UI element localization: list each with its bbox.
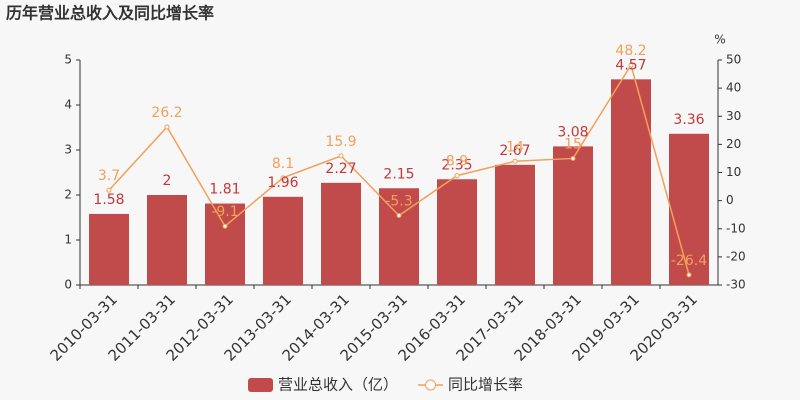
- data-label: 2.35: [441, 157, 472, 173]
- point: [512, 158, 518, 164]
- data-label: 14: [506, 139, 524, 155]
- bar: [147, 195, 187, 285]
- y2-tick-label: 30: [726, 109, 741, 123]
- bar: [611, 79, 651, 285]
- chart-title: 历年营业总收入及同比增长率: [6, 4, 214, 23]
- y2-tick-label: 20: [726, 137, 741, 151]
- y-tick-label: 4: [64, 98, 72, 112]
- data-label: 2.15: [383, 166, 414, 182]
- y2-tick-label: -20: [726, 249, 746, 263]
- legend-label: 营业总收入（亿）: [278, 376, 398, 394]
- data-label: 3.7: [98, 168, 120, 184]
- point: [280, 175, 286, 181]
- bar: [205, 203, 245, 285]
- y2-tick-label: 10: [726, 165, 741, 179]
- bar: [495, 164, 535, 285]
- data-label: 1.81: [209, 182, 240, 198]
- point: [454, 173, 460, 179]
- y-tick-label: 2: [64, 188, 72, 202]
- data-label: 8.1: [272, 156, 294, 172]
- data-label: 3.08: [557, 124, 588, 140]
- legend-swatch: [425, 379, 437, 391]
- y2-axis-label: %: [714, 33, 725, 47]
- y-tick-label: 5: [64, 53, 72, 67]
- data-label: 4.57: [615, 57, 646, 73]
- data-label: 2.27: [325, 161, 356, 177]
- point: [106, 187, 112, 193]
- data-label: 8.9: [446, 154, 468, 170]
- point: [222, 223, 228, 229]
- point: [570, 155, 576, 161]
- data-label: 48.2: [615, 43, 646, 59]
- data-label: -26.4: [671, 253, 707, 269]
- y2-tick-label: 0: [726, 193, 734, 207]
- data-label: -5.3: [385, 194, 412, 210]
- y-tick-label: 1: [64, 233, 72, 247]
- bar: [89, 213, 129, 285]
- y-tick-label: 3: [64, 143, 72, 157]
- bar: [379, 188, 419, 285]
- bar: [553, 146, 593, 285]
- point: [338, 153, 344, 159]
- bar: [437, 179, 477, 285]
- y2-tick-label: 40: [726, 81, 741, 95]
- data-label: 15: [564, 136, 582, 152]
- point: [396, 213, 402, 219]
- data-label: 1.58: [93, 192, 124, 208]
- data-label: 2: [163, 173, 172, 189]
- y2-tick-label: -30: [726, 278, 746, 292]
- data-label: 2.67: [499, 143, 530, 159]
- point: [628, 62, 634, 68]
- y2-tick-label: 50: [726, 53, 741, 67]
- point: [164, 124, 170, 130]
- data-label: 15.9: [325, 134, 356, 150]
- data-label: 3.36: [673, 112, 704, 128]
- bar: [321, 182, 361, 285]
- data-label: 26.2: [151, 105, 182, 121]
- bar: [263, 196, 303, 285]
- bar: [669, 133, 709, 285]
- data-label: 1.96: [267, 175, 298, 191]
- data-label: -9.1: [211, 204, 238, 220]
- y2-tick-label: -10: [726, 221, 746, 235]
- legend-label: 同比增长率: [448, 376, 523, 394]
- point: [686, 272, 692, 278]
- legend-swatch: [248, 378, 273, 392]
- y-tick-label: 0: [64, 278, 72, 292]
